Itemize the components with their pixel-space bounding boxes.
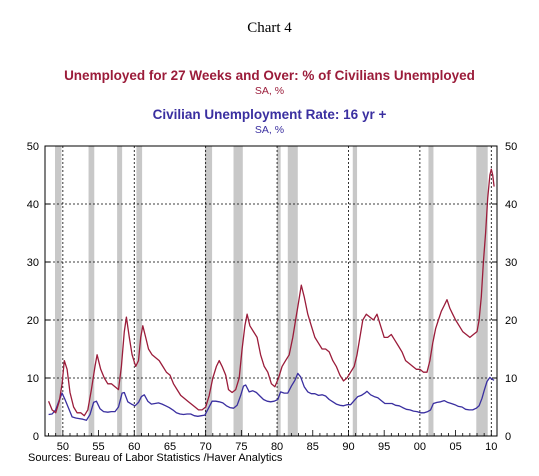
plot-area-frame bbox=[44, 145, 498, 437]
x-tick-label-50: 50 bbox=[57, 441, 69, 453]
x-tick-label-85: 85 bbox=[307, 441, 319, 453]
series-lines bbox=[47, 168, 495, 421]
y-left-tick-label-0: 0 bbox=[33, 431, 39, 443]
recession-band-8 bbox=[352, 146, 358, 436]
x-tick-label-65: 65 bbox=[164, 441, 176, 453]
recession-band-7 bbox=[287, 146, 298, 436]
y-left-tick-label-10: 10 bbox=[27, 373, 39, 385]
gridlines bbox=[45, 146, 497, 436]
x-tick-label-00: 00 bbox=[414, 441, 426, 453]
y-left-tick-label-30: 30 bbox=[27, 257, 39, 269]
recession-band-0 bbox=[54, 146, 62, 436]
series-1-title: Unemployed for 27 Weeks and Over: % of C… bbox=[64, 68, 475, 83]
recession-band-1 bbox=[88, 146, 95, 436]
x-tick-label-75: 75 bbox=[235, 441, 247, 453]
x-tick-label-95: 95 bbox=[378, 441, 390, 453]
recession-band-9 bbox=[428, 146, 434, 436]
y-left-tick-label-40: 40 bbox=[27, 199, 39, 211]
series-2-unit: SA, % bbox=[254, 124, 285, 136]
y-left-tick-label-50: 50 bbox=[27, 141, 39, 153]
y-right-tick-label-20: 20 bbox=[505, 315, 517, 327]
recession-band-2 bbox=[117, 146, 123, 436]
y-right-tick-label-50: 50 bbox=[505, 141, 517, 153]
x-tick-label-60: 60 bbox=[128, 441, 140, 453]
x-tick-label-80: 80 bbox=[271, 441, 283, 453]
x-tick-label-05: 05 bbox=[449, 441, 461, 453]
y-left-tick-label-20: 20 bbox=[27, 315, 39, 327]
x-tick-label-90: 90 bbox=[342, 441, 354, 453]
series-1-unit: SA, % bbox=[254, 85, 285, 97]
y-right-tick-label-30: 30 bbox=[505, 257, 517, 269]
series-2-title: Civilian Unemployment Rate: 16 yr + bbox=[152, 107, 387, 122]
y-right-tick-label-40: 40 bbox=[505, 199, 517, 211]
recession-band-5 bbox=[233, 146, 243, 436]
recession-band-4 bbox=[204, 146, 213, 436]
recession-band-3 bbox=[136, 146, 143, 436]
x-tick-label-70: 70 bbox=[200, 441, 212, 453]
axes: 0 10 20 30 40 50 0 10 20 30 40 50 50 55 60 65 70 75 80 85 90… bbox=[27, 141, 518, 453]
source-note: Sources: Bureau of Labor Statistics /Hav… bbox=[28, 452, 283, 464]
y-right-tick-label-10: 10 bbox=[505, 373, 517, 385]
series-line-2 bbox=[48, 372, 495, 421]
recession-bands bbox=[54, 146, 488, 436]
y-right-tick-label-0: 0 bbox=[505, 431, 511, 443]
series-line-1 bbox=[47, 168, 495, 417]
x-tick-label-55: 55 bbox=[92, 441, 104, 453]
recession-band-6 bbox=[277, 146, 281, 436]
x-tick-label-10: 10 bbox=[485, 441, 497, 453]
chart-title: Chart 4 bbox=[247, 20, 292, 36]
